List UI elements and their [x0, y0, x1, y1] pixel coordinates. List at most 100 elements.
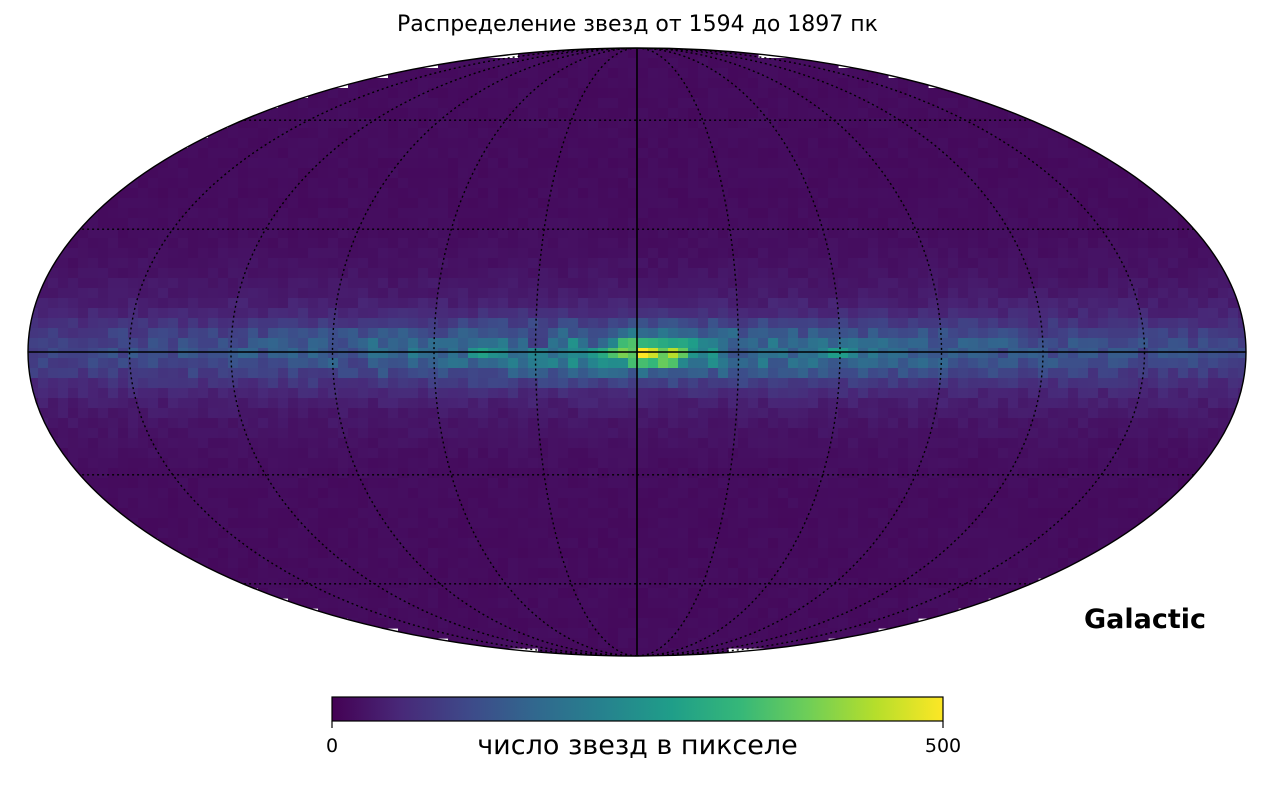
heatmap-cell — [68, 298, 79, 309]
heatmap-cell — [598, 448, 609, 459]
heatmap-cell — [398, 158, 409, 169]
heatmap-cell — [808, 518, 819, 529]
heatmap-cell — [748, 428, 759, 439]
heatmap-cell — [188, 228, 199, 239]
heatmap-cell — [128, 368, 139, 379]
heatmap-cell — [128, 408, 139, 419]
heatmap-cell — [238, 118, 249, 129]
heatmap-cell — [748, 128, 759, 139]
heatmap-cell — [1178, 358, 1189, 369]
heatmap-cell — [398, 298, 409, 309]
heatmap-cell — [188, 268, 199, 279]
heatmap-cell — [268, 518, 279, 529]
heatmap-cell — [588, 148, 599, 159]
heatmap-cell — [588, 278, 599, 289]
heatmap-cell — [248, 438, 259, 449]
heatmap-cell — [428, 288, 439, 299]
heatmap-cell — [328, 298, 339, 309]
heatmap-cell — [1128, 318, 1139, 329]
heatmap-cell — [1178, 218, 1189, 229]
heatmap-cell — [918, 358, 929, 369]
heatmap-cell — [488, 418, 499, 429]
heatmap-cell — [1178, 438, 1189, 449]
heatmap-cell — [878, 158, 889, 169]
heatmap-cell — [988, 298, 999, 309]
heatmap-cell — [908, 398, 919, 409]
heatmap-cell — [238, 378, 249, 389]
heatmap-cell — [258, 368, 269, 379]
heatmap-cell — [848, 388, 859, 399]
heatmap-cell — [618, 58, 629, 69]
heatmap-cell — [1008, 168, 1019, 179]
heatmap-cell — [708, 188, 719, 199]
heatmap-cell — [168, 478, 179, 489]
heatmap-cell — [258, 278, 269, 289]
heatmap-cell — [68, 318, 79, 329]
heatmap-cell — [488, 518, 499, 529]
heatmap-cell — [418, 238, 429, 249]
heatmap-cell — [648, 398, 659, 409]
heatmap-cell — [428, 318, 439, 329]
heatmap-cell — [578, 98, 589, 109]
heatmap-cell — [288, 108, 299, 119]
heatmap-cell — [838, 88, 849, 99]
heatmap-cell — [1238, 378, 1246, 389]
heatmap-cell — [1078, 278, 1089, 289]
heatmap-cell — [1158, 208, 1169, 219]
heatmap-cell — [1048, 218, 1059, 229]
heatmap-cell — [978, 208, 989, 219]
heatmap-cell — [278, 348, 289, 359]
heatmap-cell — [918, 298, 929, 309]
heatmap-cell — [808, 368, 819, 379]
heatmap-cell — [638, 278, 649, 289]
heatmap-cell — [848, 108, 859, 119]
heatmap-cell — [1228, 348, 1239, 359]
heatmap-cell — [838, 478, 849, 489]
heatmap-cell — [588, 168, 599, 179]
heatmap-cell — [848, 458, 859, 469]
heatmap-cell — [638, 58, 649, 69]
heatmap-cell — [1028, 138, 1039, 149]
heatmap-cell — [638, 318, 649, 329]
heatmap-cell — [528, 288, 539, 299]
heatmap-cell — [768, 168, 779, 179]
heatmap-cell — [988, 398, 999, 409]
heatmap-cell — [878, 468, 889, 479]
heatmap-cell — [548, 468, 559, 479]
heatmap-cell — [528, 448, 539, 459]
heatmap-cell — [1128, 378, 1139, 389]
heatmap-cell — [78, 268, 89, 279]
heatmap-cell — [308, 198, 319, 209]
heatmap-cell — [158, 168, 169, 179]
heatmap-cell — [1048, 478, 1059, 489]
heatmap-cell — [268, 188, 279, 199]
heatmap-cell — [788, 418, 799, 429]
heatmap-cell — [1188, 298, 1199, 309]
heatmap-cell — [278, 128, 289, 139]
heatmap-cell — [378, 258, 389, 269]
heatmap-cell — [1008, 268, 1019, 279]
heatmap-cell — [688, 408, 699, 419]
heatmap-cell — [268, 128, 279, 139]
heatmap-cell — [138, 198, 149, 209]
heatmap-cell — [1018, 178, 1029, 189]
heatmap-cell — [868, 448, 879, 459]
heatmap-cell — [1138, 388, 1149, 399]
heatmap-cell — [688, 58, 699, 69]
heatmap-cell — [488, 498, 499, 509]
heatmap-cell — [1178, 448, 1189, 459]
heatmap-cell — [628, 148, 639, 159]
heatmap-cell — [938, 328, 949, 339]
heatmap-cell — [868, 118, 879, 129]
heatmap-cell — [358, 518, 369, 529]
heatmap-cell — [488, 88, 499, 99]
heatmap-cell — [328, 158, 339, 169]
heatmap-cell — [1218, 408, 1229, 419]
heatmap-cell — [1198, 328, 1209, 339]
heatmap-cell — [1068, 338, 1079, 349]
heatmap-cell — [928, 148, 939, 159]
heatmap-cell — [688, 88, 699, 99]
heatmap-cell — [248, 398, 259, 409]
heatmap-cell — [1048, 148, 1059, 159]
heatmap-cell — [518, 138, 529, 149]
